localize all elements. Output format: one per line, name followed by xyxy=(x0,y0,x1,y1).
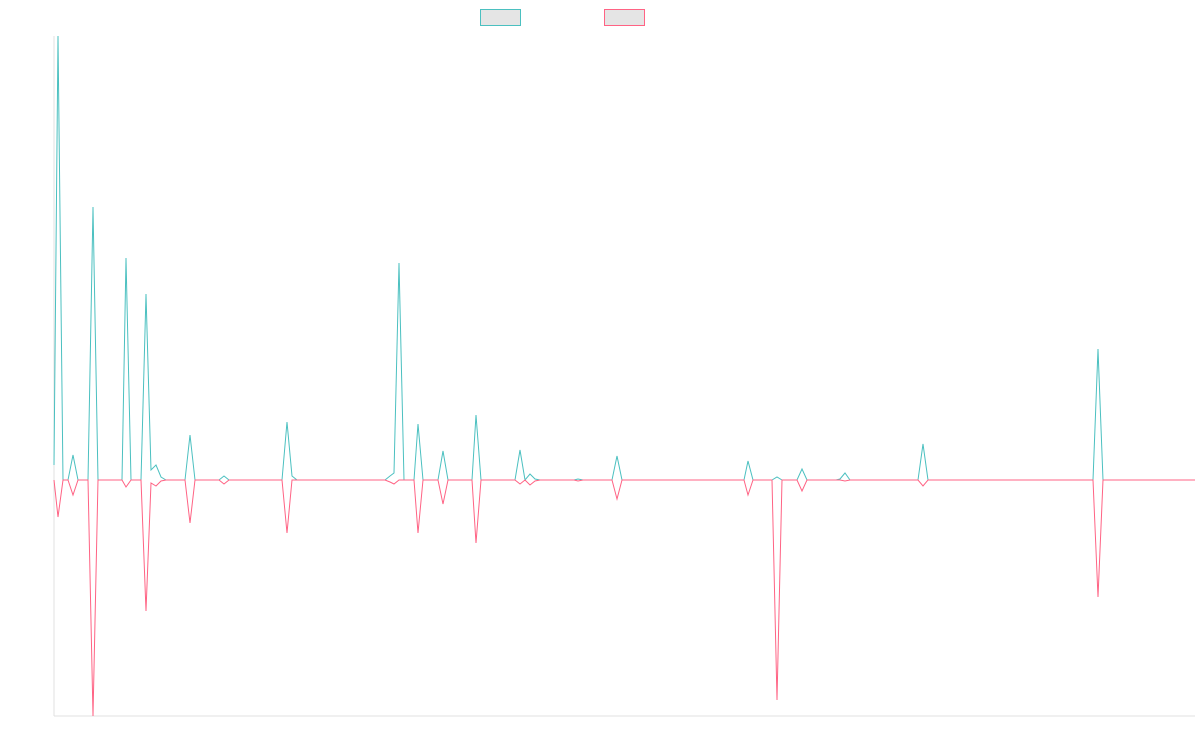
series-line xyxy=(53,479,1195,717)
series-line xyxy=(53,35,1195,482)
legend-swatch xyxy=(604,9,645,26)
legend-swatch xyxy=(480,9,521,26)
